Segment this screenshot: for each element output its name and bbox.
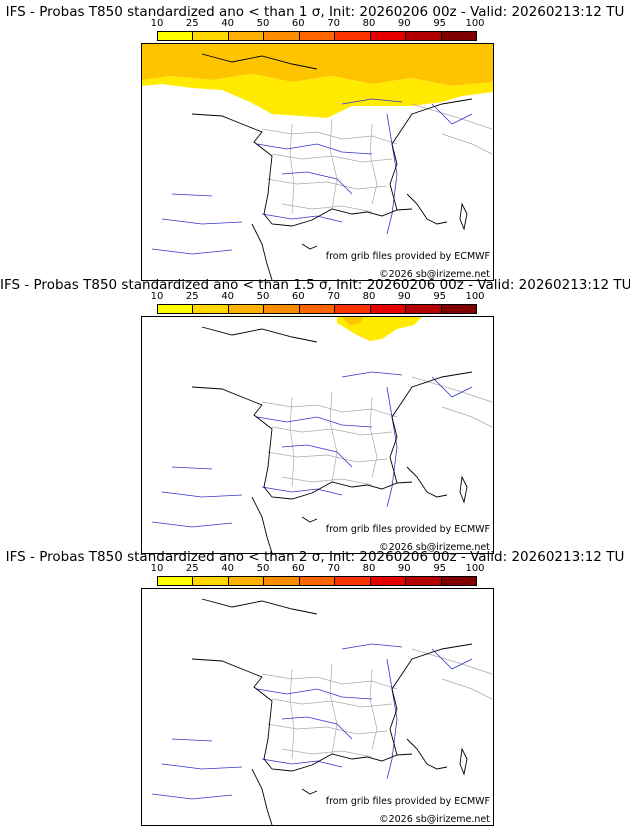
legend-labels: 10 25 40 50 60 70 80 90 95 100	[151, 18, 485, 30]
legend-tick: 60	[291, 291, 305, 302]
legend-labels: 10 25 40 50 60 70 80 90 95 100	[151, 563, 485, 575]
legend-tick: 70	[327, 563, 341, 574]
map-geography	[151, 53, 493, 280]
legend-swatch	[193, 305, 229, 313]
panel-title: IFS - Probas T850 standardized ano < tha…	[5, 4, 625, 20]
legend-swatch	[335, 577, 371, 585]
probability-area-mid	[342, 317, 364, 325]
copyright-credit: ©2026 sb@irizeme.net	[379, 542, 490, 553]
copyright-credit: ©2026 sb@irizeme.net	[379, 269, 490, 280]
map-geography	[151, 326, 493, 553]
map-frame: from grib files provided by ECMWF ©2026 …	[141, 43, 494, 281]
color-legend-bar	[157, 576, 477, 586]
legend-swatch	[264, 305, 300, 313]
legend-swatch	[299, 305, 336, 313]
forecast-panel-3: IFS - Probas T850 standardized ano < tha…	[0, 549, 630, 826]
legend-tick: 90	[397, 563, 411, 574]
map-frame: from grib files provided by ECMWF ©2026 …	[141, 316, 494, 554]
legend-tick: 10	[150, 291, 164, 302]
legend-labels: 10 25 40 50 60 70 80 90 95 100	[151, 291, 485, 303]
legend-swatch	[228, 32, 265, 40]
map-frame: from grib files provided by ECMWF ©2026 …	[141, 588, 494, 826]
legend-swatch	[299, 32, 336, 40]
legend-swatch	[264, 577, 300, 585]
color-legend-bar	[157, 304, 477, 314]
legend-tick: 95	[433, 18, 447, 29]
data-source-credit: from grib files provided by ECMWF	[325, 524, 490, 535]
legend-tick: 60	[291, 18, 305, 29]
map-geography	[151, 598, 493, 825]
forecast-panel-1: IFS - Probas T850 standardized ano < tha…	[0, 4, 630, 281]
probability-area-low	[142, 74, 493, 118]
legend-tick: 50	[256, 291, 270, 302]
legend-tick: 10	[150, 563, 164, 574]
legend-swatch	[370, 305, 407, 313]
legend-swatch	[441, 577, 476, 585]
legend-swatch	[335, 305, 371, 313]
legend-tick: 50	[256, 563, 270, 574]
legend-tick: 40	[221, 18, 235, 29]
legend-tick: 40	[221, 291, 235, 302]
legend-tick: 25	[185, 563, 199, 574]
legend-tick: 40	[221, 563, 235, 574]
legend-swatch	[406, 32, 442, 40]
legend-tick: 80	[362, 18, 376, 29]
legend-tick: 10	[150, 18, 164, 29]
france-map	[142, 44, 493, 280]
legend-tick: 90	[397, 291, 411, 302]
legend-tick: 100	[465, 18, 485, 29]
forecast-panel-2: IFS - Probas T850 standardized ano < tha…	[0, 277, 630, 554]
legend-swatch	[441, 32, 476, 40]
legend-tick: 25	[185, 18, 199, 29]
legend-swatch	[370, 32, 407, 40]
legend-tick: 100	[465, 563, 485, 574]
legend-tick: 70	[327, 291, 341, 302]
legend-swatch	[335, 32, 371, 40]
legend-swatch	[441, 305, 476, 313]
legend-swatch	[158, 577, 194, 585]
legend-swatch	[193, 32, 229, 40]
legend-swatch	[299, 577, 336, 585]
probability-area-mid	[142, 44, 493, 86]
legend-tick: 70	[327, 18, 341, 29]
legend-tick: 80	[362, 563, 376, 574]
data-source-credit: from grib files provided by ECMWF	[325, 796, 490, 807]
copyright-credit: ©2026 sb@irizeme.net	[379, 814, 490, 825]
legend-tick: 60	[291, 563, 305, 574]
legend-swatch	[158, 32, 194, 40]
legend-swatch	[228, 305, 265, 313]
legend-swatch	[370, 577, 407, 585]
france-map	[151, 317, 493, 553]
legend-tick: 25	[185, 291, 199, 302]
legend-swatch	[264, 32, 300, 40]
legend-swatch	[406, 577, 442, 585]
legend-tick: 95	[433, 291, 447, 302]
legend-swatch	[228, 577, 265, 585]
legend-swatch	[193, 577, 229, 585]
data-source-credit: from grib files provided by ECMWF	[325, 251, 490, 262]
france-map	[151, 598, 493, 825]
legend-tick: 50	[256, 18, 270, 29]
color-legend-bar	[157, 31, 477, 41]
panel-title: IFS - Probas T850 standardized ano < tha…	[5, 549, 625, 565]
panel-title: IFS - Probas T850 standardized ano < tha…	[0, 277, 630, 293]
legend-tick: 100	[465, 291, 485, 302]
legend-tick: 90	[397, 18, 411, 29]
legend-tick: 95	[433, 563, 447, 574]
legend-swatch	[158, 305, 194, 313]
legend-swatch	[406, 305, 442, 313]
legend-tick: 80	[362, 291, 376, 302]
